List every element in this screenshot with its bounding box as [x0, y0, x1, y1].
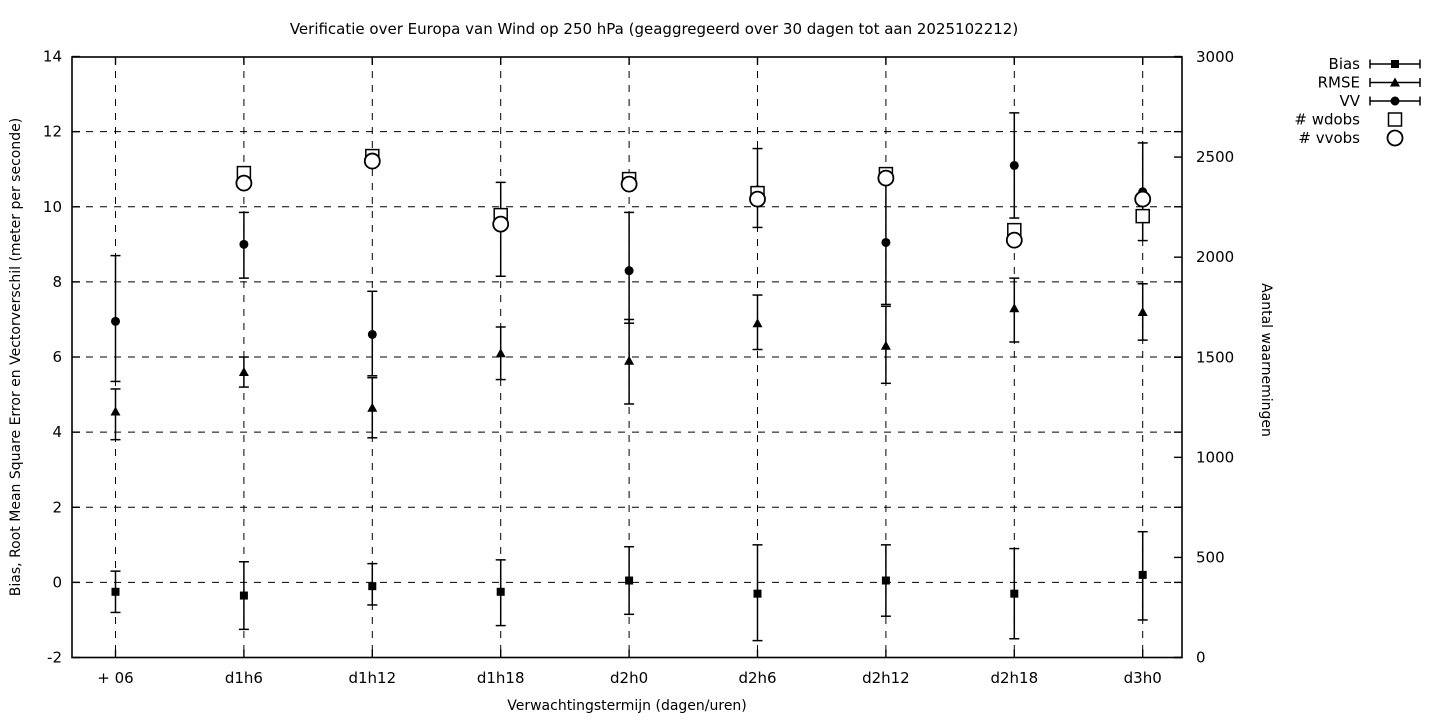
rmse-marker [238, 367, 249, 377]
rmse-marker [495, 348, 506, 358]
legend-label-bias: Bias [1329, 55, 1361, 73]
y-left-tick-label: 12 [43, 123, 62, 141]
x-tick-label: d2h12 [862, 669, 910, 687]
rmse-marker [880, 340, 891, 350]
y-left-tick-label: 0 [52, 573, 62, 591]
rmse-marker [367, 402, 378, 412]
vvobs-marker [1134, 190, 1152, 208]
rmse-marker [752, 318, 763, 328]
legend-entry-rmse: RMSE [1318, 74, 1421, 92]
x-axis-label: Verwachtingstermijn (dagen/uren) [507, 698, 747, 714]
y-right-tick-label: 0 [1196, 649, 1206, 667]
y-right-tick-label: 2000 [1196, 248, 1234, 266]
legend-sample-bias-marker [1391, 60, 1399, 68]
x-tick-label: d2h18 [990, 669, 1038, 687]
rmse-marker [110, 406, 121, 416]
rmse-marker [1009, 303, 1020, 313]
bias-marker [1138, 570, 1147, 579]
legend-label-vvobs: # vvobs [1298, 129, 1360, 147]
vv-marker [1009, 160, 1019, 170]
y-right-tick-label: 1000 [1196, 448, 1234, 466]
rmse-marker [1137, 306, 1148, 316]
vvobs-marker [492, 215, 510, 233]
vv-marker [367, 329, 377, 339]
y-left-tick-label: 4 [52, 423, 62, 441]
x-tick-label: + 06 [97, 669, 133, 687]
plot-border [71, 56, 1183, 659]
legend-sample-vv-marker [1390, 96, 1400, 106]
bias-marker [881, 576, 890, 585]
legend-sample-rmse-marker [1390, 77, 1400, 87]
vvobs-marker [620, 175, 638, 193]
bias-marker [239, 591, 248, 600]
bias-marker [496, 587, 505, 596]
vvobs-marker [363, 152, 381, 170]
legend-label-vv: VV [1339, 92, 1360, 110]
y-axis-left-label: Bias, Root Mean Square Error en Vectorve… [8, 118, 24, 596]
vvobs-marker [749, 190, 766, 208]
plot-layer [110, 112, 1152, 642]
bias-marker [1010, 589, 1019, 598]
x-tick-label: d2h0 [610, 669, 648, 687]
bias-marker [111, 587, 120, 596]
legend-entry-vv: VV [1339, 92, 1421, 110]
vvobs-marker [235, 174, 253, 192]
x-tick-label: d1h18 [477, 669, 525, 687]
vv-marker [881, 237, 891, 247]
y-right-tick-label: 500 [1196, 548, 1225, 566]
legend-sample-vvobs-marker [1386, 129, 1404, 147]
y-left-tick-label: 8 [52, 273, 62, 291]
vv-marker [111, 316, 120, 326]
legend-entry-vvobs: # vvobs [1298, 129, 1404, 147]
y-left-tick-label: 2 [52, 498, 62, 516]
legend-label-wdobs: # wdobs [1294, 111, 1360, 129]
x-tick-label: d1h6 [225, 669, 263, 687]
bias-marker [753, 589, 762, 598]
vvobs-marker [877, 169, 895, 187]
bias-marker [625, 576, 634, 585]
legend-sample-wdobs-marker [1387, 112, 1403, 127]
bias-marker [368, 582, 377, 591]
legend-label-rmse: RMSE [1318, 74, 1360, 92]
vv-marker [239, 239, 249, 249]
x-tick-label: d2h6 [738, 669, 776, 687]
rmse-marker [624, 355, 635, 365]
y-axis-right-label: Aantal waarnemingen [1258, 283, 1274, 437]
y-left-tick-label: -2 [47, 649, 62, 667]
legend-entry-wdobs: # wdobs [1294, 111, 1403, 129]
y-left-tick-label: 10 [43, 198, 62, 216]
x-tick-label: d3h0 [1124, 669, 1162, 687]
x-tick-label: d1h12 [348, 669, 396, 687]
y-left-tick-label: 6 [52, 348, 62, 366]
vv-marker [624, 266, 634, 276]
grid-layer: + 06 d1h6 d1h12 d1h18 d2h0 d2h6 d2h12 d2h18 d3h0… [43, 48, 1234, 687]
vvobs-marker [1005, 231, 1023, 249]
legend-entry-bias: Bias [1329, 55, 1421, 73]
y-right-tick-label: 3000 [1196, 48, 1234, 66]
y-right-tick-label: 2500 [1196, 148, 1234, 166]
chart-title: Verificatie over Europa van Wind op 250 … [290, 20, 1018, 38]
wdobs-marker [1135, 208, 1150, 224]
y-right-tick-label: 1500 [1196, 348, 1234, 366]
y-left-tick-label: 14 [43, 48, 62, 66]
